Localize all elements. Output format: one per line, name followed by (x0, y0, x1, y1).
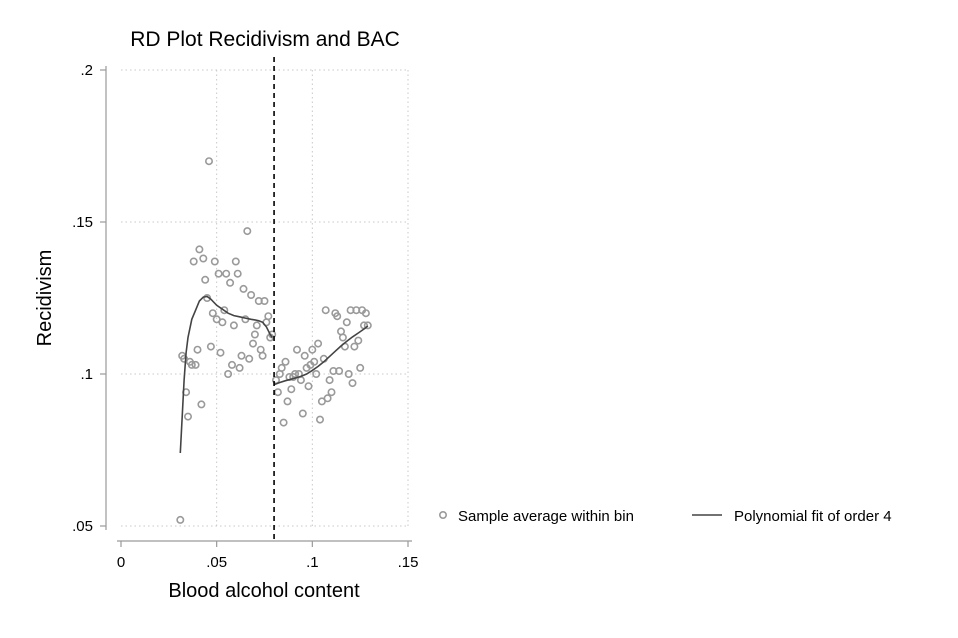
scatter-point-27 (228, 360, 237, 369)
polynomial-fit-lines (179, 295, 369, 454)
scatter-point-11 (197, 400, 206, 409)
scatter-point-87 (344, 369, 353, 378)
scatter-point-29 (231, 257, 240, 266)
scatter-point-12 (199, 254, 208, 263)
y-tick-label-3: .2 (80, 62, 93, 79)
scatter-point-10 (195, 245, 204, 254)
scatter-point-59 (291, 369, 300, 378)
scatter-point-33 (239, 284, 248, 293)
scatter-point-16 (206, 342, 215, 351)
scatter-point-37 (247, 290, 256, 299)
scatter-point-52 (277, 363, 286, 372)
scatter-point-57 (287, 385, 296, 394)
scatter-point-66 (304, 382, 313, 391)
y-tick-label-0: .05 (72, 518, 93, 535)
scatter-point-68 (308, 345, 317, 354)
x-tick-label-0: 0 (117, 554, 125, 571)
scatter-point-0 (176, 515, 185, 524)
scatter-point-77 (325, 376, 334, 385)
scatter-point-25 (224, 369, 233, 378)
fit-line-segment-1 (273, 325, 369, 386)
scatter-point-50 (273, 388, 282, 397)
scatter-point-40 (252, 321, 261, 330)
scatter-point-70 (312, 369, 321, 378)
scatter-point-55 (283, 397, 292, 406)
scatter-point-69 (310, 357, 319, 366)
scatter-point-15 (205, 157, 214, 166)
scatter-point-64 (300, 351, 309, 360)
scatter-point-44 (260, 296, 269, 305)
scatter-point-71 (314, 339, 323, 348)
scatter-point-46 (264, 312, 273, 321)
scatter-point-28 (229, 321, 238, 330)
scatter-point-53 (279, 418, 288, 427)
scatter-point-97 (363, 321, 372, 330)
legend-marker-sample-average (438, 510, 447, 519)
scatter-point-39 (250, 330, 259, 339)
scatter-point-76 (323, 394, 332, 403)
x-axis-ticks: 0 .05 .1 .15 (117, 541, 419, 571)
scatter-point-20 (214, 269, 223, 278)
scatter-point-78 (327, 388, 336, 397)
scatter-point-17 (208, 309, 217, 318)
scatter-point-38 (249, 339, 258, 348)
legend-label-polynomial-fit: Polynomial fit of order 4 (734, 508, 892, 525)
scatter-point-96 (361, 309, 370, 318)
scatter-point-90 (350, 342, 359, 351)
scatter-point-84 (338, 333, 347, 342)
scatter-point-60 (292, 345, 301, 354)
scatter-point-92 (354, 336, 363, 345)
scatter-point-89 (348, 379, 357, 388)
y-tick-label-1: .1 (80, 366, 93, 383)
scatter-point-93 (356, 363, 365, 372)
scatter-point-48 (268, 330, 277, 339)
y-tick-label-2: .15 (72, 214, 93, 231)
scatter-point-26 (226, 278, 235, 287)
scatter-point-23 (220, 306, 229, 315)
x-axis-title: Blood alcohol content (168, 580, 360, 602)
scatter-point-43 (258, 351, 267, 360)
scatter-point-4 (184, 412, 193, 421)
scatter-point-6 (187, 360, 196, 369)
scatter-point-9 (193, 345, 202, 354)
scatter-point-21 (216, 348, 225, 357)
axes (105, 66, 412, 542)
scatter-point-72 (315, 415, 324, 424)
scatter-point-81 (333, 312, 342, 321)
scatter-point-8 (191, 360, 200, 369)
x-tick-label-3: .15 (398, 554, 419, 571)
scatter-point-35 (243, 227, 252, 236)
x-tick-label-2: .1 (306, 554, 319, 571)
scatter-point-54 (281, 357, 290, 366)
y-axis-ticks: .05 .1 .15 .2 (72, 62, 106, 535)
fit-line-segment-0 (179, 295, 273, 454)
x-tick-label-1: .05 (206, 554, 227, 571)
scatter-point-63 (298, 409, 307, 418)
legend-label-sample-average: Sample average within bin (458, 508, 634, 525)
y-axis-title: Recidivism (34, 250, 56, 347)
scatter-point-36 (245, 354, 254, 363)
scatter-point-24 (222, 269, 231, 278)
scatter-point-13 (201, 275, 210, 284)
scatter-point-32 (237, 351, 246, 360)
scatter-point-22 (218, 318, 227, 327)
chart-title: RD Plot Recidivism and BAC (130, 28, 400, 51)
scatter-point-18 (210, 257, 219, 266)
scatter-point-31 (235, 363, 244, 372)
scatter-point-30 (233, 269, 242, 278)
scatter-point-86 (342, 318, 351, 327)
scatter-point-82 (335, 366, 344, 375)
scatter-point-75 (321, 306, 330, 315)
legend: Sample average within bin Polynomial fit… (438, 508, 892, 525)
grid-lines (121, 69, 409, 527)
scatter-point-7 (189, 257, 198, 266)
